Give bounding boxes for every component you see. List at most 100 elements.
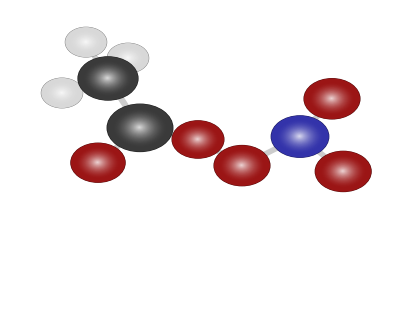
Circle shape <box>332 164 353 179</box>
Circle shape <box>84 61 132 96</box>
Circle shape <box>113 47 143 69</box>
Circle shape <box>235 161 248 170</box>
Circle shape <box>56 89 68 97</box>
Circle shape <box>112 108 168 148</box>
Circle shape <box>182 128 214 151</box>
Circle shape <box>196 138 199 140</box>
Circle shape <box>115 49 141 67</box>
Circle shape <box>296 133 304 139</box>
Circle shape <box>88 64 127 92</box>
Circle shape <box>310 83 354 115</box>
Circle shape <box>81 150 114 175</box>
Circle shape <box>233 159 250 172</box>
Circle shape <box>121 53 135 63</box>
Circle shape <box>107 43 149 73</box>
Circle shape <box>324 157 362 185</box>
Circle shape <box>78 36 94 48</box>
Circle shape <box>133 123 146 132</box>
Circle shape <box>278 120 322 153</box>
Circle shape <box>98 71 118 85</box>
Circle shape <box>113 108 167 147</box>
Circle shape <box>298 135 300 137</box>
Circle shape <box>312 84 352 113</box>
Circle shape <box>47 82 77 104</box>
Circle shape <box>179 126 216 153</box>
Circle shape <box>92 67 123 89</box>
Circle shape <box>111 46 145 70</box>
Circle shape <box>88 64 128 93</box>
Circle shape <box>90 66 125 91</box>
Circle shape <box>122 54 134 62</box>
Circle shape <box>104 75 112 81</box>
Circle shape <box>114 109 166 147</box>
Circle shape <box>193 136 202 142</box>
Circle shape <box>72 32 99 52</box>
Circle shape <box>48 83 75 103</box>
Circle shape <box>280 122 320 151</box>
Circle shape <box>71 31 101 53</box>
Circle shape <box>304 78 360 120</box>
Circle shape <box>54 87 70 99</box>
Circle shape <box>327 160 359 183</box>
Circle shape <box>53 86 71 100</box>
Circle shape <box>122 115 158 140</box>
Circle shape <box>130 120 150 135</box>
Circle shape <box>172 120 224 159</box>
Circle shape <box>236 161 247 170</box>
Circle shape <box>82 39 90 45</box>
Circle shape <box>224 152 260 179</box>
Circle shape <box>88 155 108 170</box>
Circle shape <box>74 34 97 50</box>
Circle shape <box>271 116 329 157</box>
Circle shape <box>80 150 116 175</box>
Circle shape <box>114 48 141 68</box>
Circle shape <box>178 125 217 154</box>
Circle shape <box>321 91 342 106</box>
Circle shape <box>226 154 258 177</box>
Circle shape <box>49 84 75 102</box>
Circle shape <box>117 50 138 66</box>
Circle shape <box>88 156 107 169</box>
Circle shape <box>98 71 117 85</box>
Circle shape <box>186 130 210 148</box>
Circle shape <box>289 129 310 144</box>
Circle shape <box>177 124 219 155</box>
Circle shape <box>239 163 244 167</box>
Circle shape <box>82 60 134 97</box>
Circle shape <box>82 39 89 44</box>
Circle shape <box>84 152 112 172</box>
Circle shape <box>84 61 132 95</box>
Circle shape <box>231 158 252 173</box>
Circle shape <box>281 123 318 150</box>
Circle shape <box>116 111 163 145</box>
Circle shape <box>282 124 318 149</box>
Circle shape <box>318 88 346 109</box>
Circle shape <box>120 113 160 142</box>
Circle shape <box>240 164 242 166</box>
Circle shape <box>41 77 83 108</box>
Circle shape <box>329 161 357 182</box>
Circle shape <box>134 124 145 132</box>
Circle shape <box>184 130 211 149</box>
Circle shape <box>107 43 149 74</box>
Circle shape <box>292 131 308 142</box>
Circle shape <box>80 38 92 46</box>
Circle shape <box>187 132 208 147</box>
Circle shape <box>194 137 201 142</box>
Circle shape <box>330 162 355 180</box>
Circle shape <box>329 96 334 100</box>
Circle shape <box>232 158 251 172</box>
Circle shape <box>80 37 92 47</box>
Circle shape <box>82 151 114 174</box>
Circle shape <box>326 94 337 103</box>
Circle shape <box>65 27 107 58</box>
Circle shape <box>295 133 304 140</box>
Circle shape <box>106 76 110 79</box>
Circle shape <box>237 162 246 169</box>
Circle shape <box>223 152 261 180</box>
Circle shape <box>322 92 341 106</box>
Circle shape <box>95 160 100 164</box>
Circle shape <box>119 112 161 143</box>
Circle shape <box>106 104 174 152</box>
Circle shape <box>324 93 339 104</box>
